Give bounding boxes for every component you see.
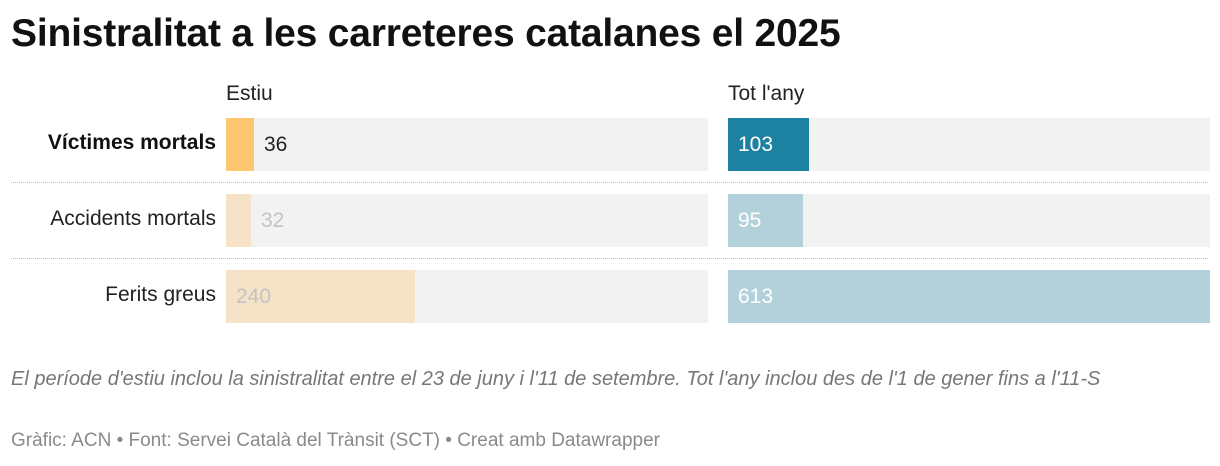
data-label: 36 — [264, 133, 288, 156]
row-label: Accidents mortals — [50, 207, 216, 230]
row-label: Ferits greus — [105, 283, 216, 306]
bar-track: 613 — [728, 270, 1210, 323]
row-separator — [11, 258, 1208, 259]
bar-track: 36 — [226, 118, 708, 171]
bar-tot-lany — [728, 270, 1210, 323]
chart-title: Sinistralitat a les carreteres catalanes… — [11, 12, 841, 55]
data-label: 240 — [236, 285, 272, 308]
data-label: 32 — [261, 209, 285, 232]
row-separator — [11, 182, 1208, 183]
row-label: Víctimes mortals — [47, 131, 216, 154]
chart-note: El període d'estiu inclou la sinistralit… — [11, 368, 1101, 390]
bar-tot-lany — [728, 194, 803, 247]
bar-track: 240 — [226, 270, 708, 323]
column-header-tot-lany: Tot l'any — [728, 82, 805, 105]
chart-credit: Gràfic: ACN • Font: Servei Català del Tr… — [11, 430, 660, 451]
data-label: 103 — [738, 133, 774, 156]
data-label: 95 — [738, 209, 762, 232]
bar-track: 95 — [728, 194, 1210, 247]
bar-track: 103 — [728, 118, 1210, 171]
bar-estiu — [226, 118, 254, 171]
bar-track: 32 — [226, 194, 708, 247]
bar-estiu — [226, 194, 251, 247]
column-header-estiu: Estiu — [226, 82, 273, 105]
data-label: 613 — [738, 285, 774, 308]
bar-tot-lany — [728, 118, 809, 171]
bar-estiu — [226, 270, 415, 323]
